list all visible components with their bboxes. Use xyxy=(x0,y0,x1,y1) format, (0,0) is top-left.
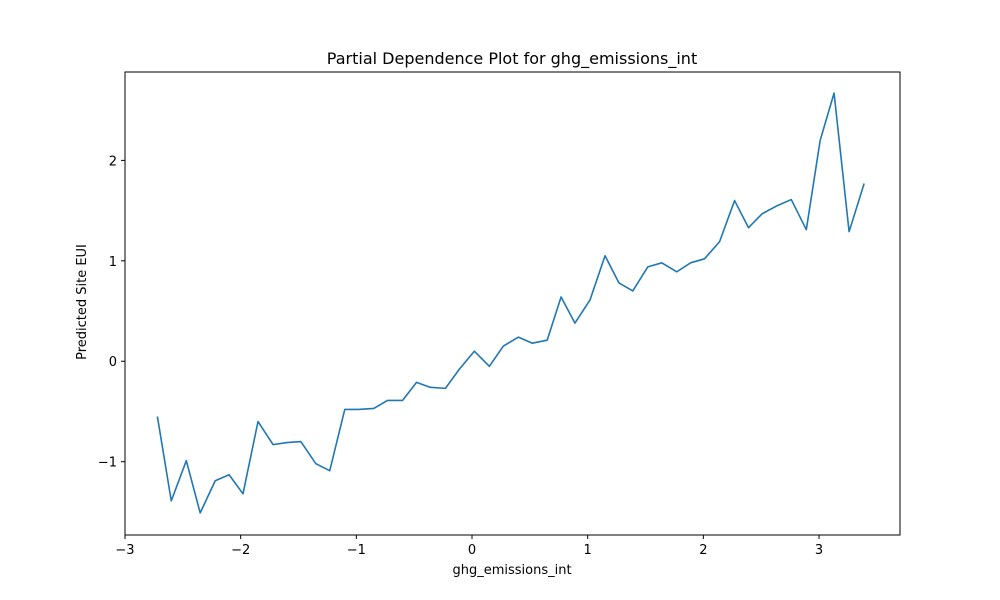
data-point xyxy=(474,350,476,352)
data-point xyxy=(777,205,779,207)
data-point xyxy=(632,290,634,292)
series-line-0 xyxy=(156,92,865,514)
data-point xyxy=(430,387,432,389)
chart-title: Partial Dependence Plot for ghg_emission… xyxy=(327,49,697,69)
data-point xyxy=(157,416,159,418)
data-point xyxy=(257,421,259,423)
data-point xyxy=(358,409,360,411)
data-point xyxy=(647,266,649,268)
x-axis-label: ghg_emissions_int xyxy=(452,563,571,578)
data-point xyxy=(748,227,750,229)
x-tick-label: −1 xyxy=(347,543,366,558)
data-point xyxy=(618,282,620,284)
data-point xyxy=(199,512,201,514)
data-point xyxy=(402,400,404,402)
x-tick-label: −3 xyxy=(115,543,134,558)
y-tick-label: 2 xyxy=(109,154,117,169)
data-point xyxy=(329,470,331,472)
y-axis-label: Predicted Site EUI xyxy=(75,244,90,360)
data-point xyxy=(833,92,835,94)
data-point xyxy=(300,441,302,443)
data-point xyxy=(445,388,447,390)
data-point xyxy=(458,368,460,370)
data-point xyxy=(502,345,504,347)
data-point xyxy=(170,500,172,502)
y-tick-label: 0 xyxy=(109,355,117,370)
data-point xyxy=(762,213,764,215)
data-point xyxy=(531,342,533,344)
data-point xyxy=(604,255,606,257)
y-tick-label: −1 xyxy=(98,456,117,471)
data-point xyxy=(387,400,389,402)
data-point xyxy=(589,299,591,301)
data-point xyxy=(489,365,491,367)
data-point xyxy=(315,463,317,465)
data-point xyxy=(734,200,736,202)
data-point xyxy=(286,442,288,444)
data-point xyxy=(719,241,721,243)
data-point xyxy=(863,183,865,185)
y-tick-label: 1 xyxy=(109,255,117,270)
data-point xyxy=(373,408,375,410)
data-point xyxy=(704,258,706,260)
data-point xyxy=(790,199,792,201)
x-tick-label: 0 xyxy=(468,543,476,558)
x-tick-label: 3 xyxy=(815,543,823,558)
plot-area: −3 −2 −1 0 1 2 3 −1 0 1 2 xyxy=(98,71,901,558)
data-point xyxy=(661,262,663,264)
data-point xyxy=(560,296,562,298)
x-tick-label: 2 xyxy=(699,543,707,558)
data-point xyxy=(848,231,850,233)
data-point xyxy=(416,382,418,384)
data-point xyxy=(272,444,274,446)
data-point xyxy=(806,229,808,231)
data-point xyxy=(228,474,230,476)
data-point xyxy=(690,262,692,264)
data-point xyxy=(344,409,346,411)
data-point xyxy=(517,336,519,338)
x-tick-label: 1 xyxy=(584,543,592,558)
data-point xyxy=(574,322,576,324)
data-point xyxy=(214,480,216,482)
data-point xyxy=(242,493,244,495)
data-point xyxy=(546,339,548,341)
data-point xyxy=(186,460,188,462)
data-point xyxy=(676,271,678,273)
axes-frame xyxy=(124,71,901,536)
data-point xyxy=(819,139,821,141)
x-tick-label: −2 xyxy=(231,543,250,558)
